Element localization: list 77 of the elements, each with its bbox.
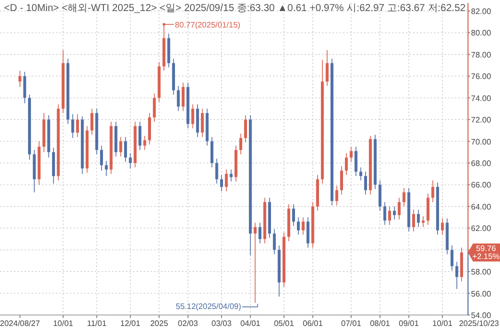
candlestick [402,188,406,207]
x-tick-label: 07/01 [341,319,362,328]
candlestick [302,216,305,236]
annotation: 55.12(2025/04/09) [176,302,242,311]
y-tick-label: 70.00 [471,137,492,146]
candlestick [152,93,156,122]
candlestick [104,160,108,176]
candlestick [412,209,416,232]
chart-title: <D - 10Min> <해외-WTI 2025_12> <일> 2025/09/15 종:63.30 ▲0.61 +0.97% 시:62.97 고:63.67 저:62.52 [4,3,466,14]
x-tick-label: 09/01 [398,319,420,328]
x-tick-label: 02/03 [178,319,198,328]
candlestick [254,222,257,304]
x-tick-label: 06/01 [302,319,324,328]
candlestick [440,218,444,236]
candlestick [90,108,94,136]
candlestick [354,146,358,176]
y-tick-label: 74.00 [471,94,492,103]
annotation: 80.77(2025/01/15) [174,20,241,30]
candlestick [244,114,247,143]
candlestick [200,108,204,138]
candlestick [292,204,295,226]
candlestick [220,174,223,192]
y-tick-label: 68.00 [471,159,492,168]
x-tick-label: 04/01 [240,319,261,328]
y-tick-label: 56.00 [471,289,492,298]
candlestick [76,114,79,138]
candlestick [196,104,199,138]
x-tick-label: 11/01 [87,319,107,328]
candlestick [296,216,300,236]
candlestick [272,228,276,255]
text: 2025/10/23 [458,319,500,328]
candlestick [258,222,262,244]
x-tick-label: 10/01 [432,319,453,328]
candlestick [230,169,233,182]
y-tick-label: 54.00 [471,311,492,320]
candlestick [182,82,185,112]
x-tick-label: 03/03 [212,319,232,328]
candlestick [392,206,396,220]
candlestick [210,136,214,168]
y-tick-label: 72.00 [471,116,492,125]
candlestick [326,50,329,86]
y-tick-label: 64.00 [471,202,492,212]
candlestick [124,136,127,162]
candlestick [224,169,228,192]
candlestick [378,180,382,212]
candlestick [306,216,310,248]
text: 59.76 +2.15% [472,244,500,261]
x-tick-label: 2024/08/27 [0,319,40,328]
y-tick-label: 66.00 [471,180,492,190]
candlestick [359,166,362,181]
candlestick [388,206,392,226]
candlestick [364,171,368,195]
y-tick-label: 62.00 [471,224,492,234]
candlestick [100,145,103,171]
candlestick [350,146,353,162]
candlestick [176,86,180,112]
candlestick [426,193,430,226]
y-tick-label: 76.00 [471,72,492,82]
x-tick-label: 12/01 [120,319,141,328]
candlestick [148,112,151,145]
candlestick [398,197,401,220]
x-tick-label: 10/01 [53,319,74,328]
candlestick [128,152,132,169]
candlestick [52,147,55,184]
x-tick-label: 2025 [150,319,169,328]
candlestick [450,245,454,271]
x-tick-label: 05/01 [274,319,295,328]
candlestick [344,152,348,176]
y-tick-label: 78.00 [471,50,492,60]
candlestick [416,209,420,228]
candlestick [18,70,22,88]
candlestick [138,121,142,150]
y-tick-label: 80.00 [471,28,492,38]
y-tick-label: 58.00 [471,268,492,277]
candlestick [340,166,344,195]
y-tick-label: 82.00 [471,7,492,16]
x-tick-label: 08/01 [370,319,391,328]
